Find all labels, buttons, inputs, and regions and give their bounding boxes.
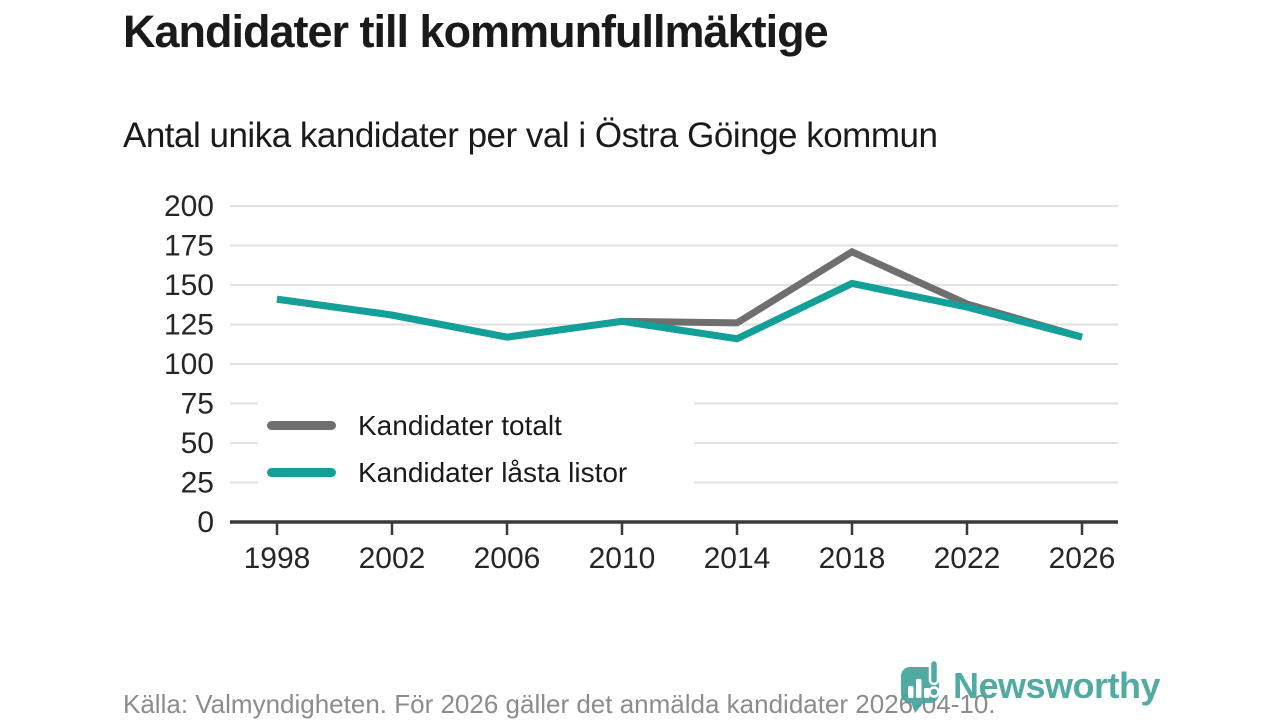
legend-swatch-total	[267, 421, 336, 430]
x-tick-label: 2022	[934, 542, 1001, 575]
x-tick-label: 2018	[819, 542, 886, 575]
y-tick-label: 150	[164, 269, 214, 302]
x-tick-label: 2006	[474, 542, 541, 575]
page-title: Kandidater till kommunfullmäktige	[123, 6, 829, 57]
chart-legend: Kandidater totalt Kandidater låsta listo…	[258, 402, 694, 496]
legend-item-total: Kandidater totalt	[258, 403, 694, 449]
chart-subtitle: Antal unika kandidater per val i Östra G…	[123, 116, 938, 155]
legend-item-locked: Kandidater låsta listor	[258, 450, 694, 496]
y-tick-label: 100	[164, 348, 214, 381]
y-tick-label: 125	[164, 309, 214, 342]
legend-swatch-locked	[267, 468, 336, 477]
y-tick-label: 50	[181, 427, 214, 460]
x-tick-label: 2014	[704, 542, 771, 575]
x-tick-label: 2002	[359, 542, 426, 575]
newsworthy-logo-text: Newsworthy	[953, 665, 1161, 706]
x-tick-label: 2010	[589, 542, 656, 575]
y-tick-label: 200	[164, 190, 214, 223]
x-tick-label: 2026	[1049, 542, 1116, 575]
newsworthy-bubble-icon	[901, 659, 940, 713]
y-tick-label: 25	[181, 467, 214, 500]
y-tick-label: 75	[181, 388, 214, 421]
series-line-locked	[276, 279, 1083, 343]
legend-label-total: Kandidater totalt	[358, 409, 562, 441]
newsworthy-logo: Newsworthy	[899, 659, 1161, 713]
x-tick-label: 1998	[244, 542, 311, 575]
legend-label-locked: Kandidater låsta listor	[358, 456, 628, 488]
y-tick-label: 0	[197, 506, 214, 539]
y-tick-label: 175	[164, 230, 214, 263]
source-note: Källa: Valmyndigheten. För 2026 gäller d…	[123, 689, 996, 719]
